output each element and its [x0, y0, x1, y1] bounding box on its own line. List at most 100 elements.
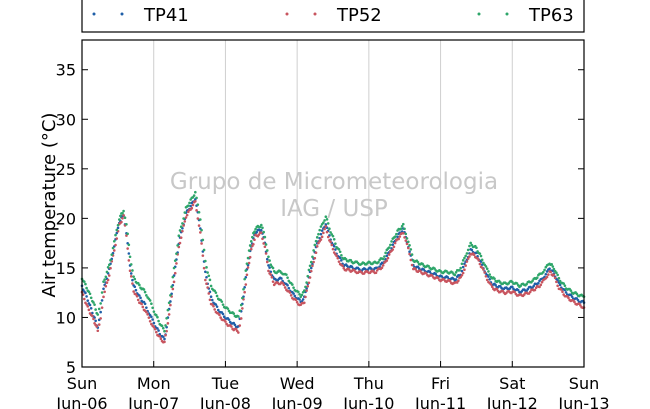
data-point [433, 267, 436, 270]
data-point [531, 279, 534, 283]
data-point [545, 270, 549, 273]
data-point [470, 248, 474, 252]
legend-marker [285, 12, 289, 16]
data-point [191, 203, 195, 207]
data-point [468, 255, 471, 258]
data-point [308, 276, 312, 279]
data-point [312, 260, 315, 264]
data-point [378, 265, 381, 268]
data-point [182, 217, 185, 220]
data-point [561, 290, 564, 294]
data-point [110, 253, 114, 256]
data-point [550, 262, 554, 266]
data-point [140, 302, 143, 306]
data-point [239, 317, 243, 320]
data-point [305, 281, 308, 284]
data-point [393, 241, 397, 245]
data-point [332, 245, 336, 248]
data-point [112, 249, 116, 252]
data-point [202, 266, 206, 270]
x-tick-label-day: Tue [211, 374, 239, 393]
data-point [112, 239, 116, 243]
data-point [537, 281, 540, 285]
data-point [213, 308, 216, 311]
data-point [239, 303, 243, 307]
data-point [215, 294, 219, 298]
data-point [178, 229, 182, 232]
data-point [163, 329, 166, 333]
data-point [387, 246, 391, 249]
data-point [460, 269, 464, 273]
data-point [319, 238, 323, 241]
data-point [300, 293, 304, 297]
data-point [472, 253, 476, 257]
data-point [395, 232, 398, 236]
data-point [317, 241, 320, 245]
data-point [392, 245, 396, 249]
data-point [380, 266, 384, 270]
data-point [89, 306, 93, 310]
data-point [470, 243, 474, 247]
data-point [165, 317, 168, 320]
data-point [381, 257, 385, 261]
data-point [297, 290, 300, 294]
data-point [389, 243, 392, 247]
data-point [314, 239, 318, 243]
data-point [253, 238, 256, 242]
data-point [89, 296, 93, 300]
data-point [535, 276, 539, 279]
data-point [331, 234, 335, 238]
data-point [254, 227, 257, 231]
data-point [477, 259, 481, 262]
data-point [410, 263, 414, 267]
data-point [206, 286, 209, 289]
data-point [313, 243, 317, 247]
data-point [103, 278, 106, 281]
data-point [409, 258, 413, 262]
data-point [314, 251, 318, 254]
data-point [556, 284, 559, 288]
data-point [205, 266, 208, 269]
data-point [280, 277, 283, 280]
data-point [166, 308, 170, 312]
data-point [480, 266, 484, 269]
data-point [197, 210, 201, 214]
legend-marker [477, 12, 481, 16]
data-point [115, 228, 119, 232]
data-point [338, 256, 342, 260]
series-tp52 [80, 200, 586, 344]
data-point [121, 216, 124, 220]
data-point [307, 281, 311, 285]
data-point [337, 260, 341, 263]
data-point [287, 286, 291, 290]
data-point [543, 268, 546, 272]
data-point [539, 283, 543, 287]
data-point [405, 237, 409, 240]
data-point [332, 238, 336, 241]
data-point [141, 305, 145, 309]
data-point [100, 299, 104, 302]
legend-marker [505, 12, 509, 16]
data-point [232, 312, 236, 315]
data-point [307, 268, 311, 272]
data-point [340, 254, 343, 257]
data-point [329, 240, 332, 244]
data-point [538, 285, 541, 289]
series-layer [80, 190, 586, 344]
data-point [145, 294, 148, 297]
data-point [338, 250, 342, 254]
data-point [122, 209, 125, 213]
data-point [179, 236, 183, 239]
data-point [242, 287, 245, 291]
data-point [127, 252, 131, 255]
data-point [133, 285, 137, 289]
data-point [579, 304, 582, 307]
data-point [383, 255, 386, 258]
data-point [97, 307, 101, 311]
data-point [265, 249, 269, 252]
data-point [258, 225, 262, 229]
data-point [245, 273, 249, 277]
data-point [100, 306, 104, 309]
data-point [205, 282, 208, 286]
x-tick-label-date: Jun-10 [342, 394, 394, 409]
